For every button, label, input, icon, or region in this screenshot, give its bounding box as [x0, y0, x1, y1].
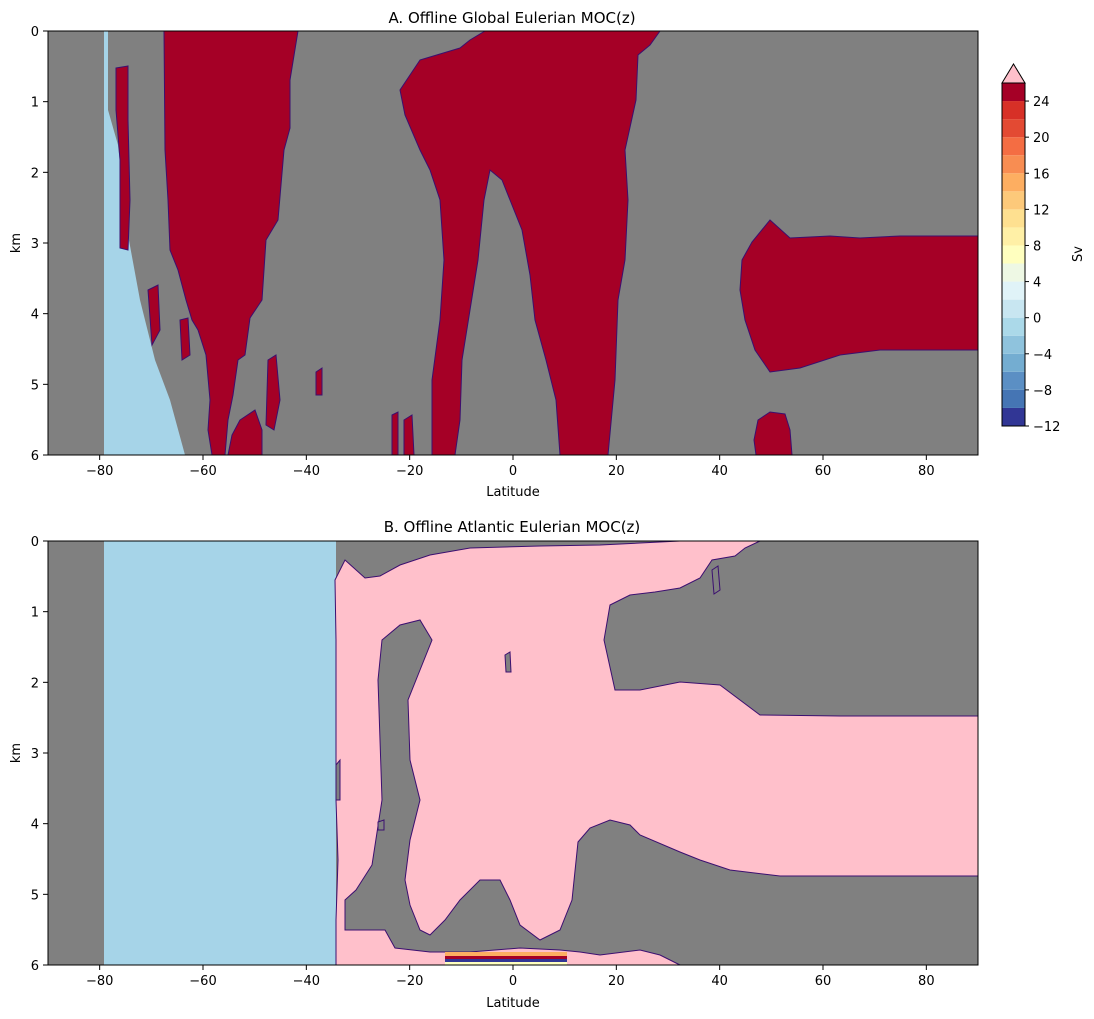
panel-b-x-tick-label: 20	[608, 974, 625, 989]
panel-b-title: B. Offline Atlantic Eulerian MOC(z)	[384, 518, 641, 536]
panel-a-axes: −80 −60 −40 −20 0 20 40 60 80 0 1 2 3 4 5 6	[31, 25, 935, 479]
colorbar-tick-label: 16	[1033, 167, 1050, 182]
colorbar-segment	[1002, 101, 1025, 120]
panel-b-y-tick-label: 5	[31, 888, 39, 903]
panel-b-island-3	[377, 819, 385, 831]
colorbar-tick-label: 8	[1033, 239, 1041, 254]
panel-a-x-tick-label: 60	[815, 464, 832, 479]
colorbar-segment	[1002, 155, 1025, 174]
panel-b-bottom-strip	[445, 952, 567, 965]
panel-a-cell-deep-5	[147, 284, 161, 347]
colorbar-segment	[1002, 317, 1025, 336]
colorbar-frame	[1001, 82, 1026, 427]
panel-a-title: A. Offline Global Eulerian MOC(z)	[388, 9, 635, 27]
panel-a-x-tick-label: 80	[918, 464, 935, 479]
panel-a-cell-deep-4	[403, 414, 415, 456]
panel-b-y-tick-label: 3	[31, 747, 39, 762]
colorbar-tick-label: 12	[1033, 203, 1050, 218]
colorbar-tick-label: 0	[1033, 312, 1041, 327]
panel-a-cell-deep-6	[315, 367, 323, 396]
panel-b-y-tick-label: 4	[31, 818, 39, 833]
colorbar-segment	[1002, 83, 1025, 102]
panel-a-cell-antarctic	[115, 65, 131, 251]
panel-b-x-tick-label: −20	[396, 974, 423, 989]
panel-a-xlabel: Latitude	[486, 485, 540, 500]
colorbar-tick-label: −8	[1033, 384, 1052, 399]
panel-a-cell-deep-2	[265, 354, 281, 431]
colorbar-segment	[1002, 353, 1025, 372]
panel-a-y-tick-label: 1	[31, 96, 39, 111]
panel-a-x-tick-label: −80	[86, 464, 113, 479]
panel-a-negative-region	[104, 31, 185, 455]
panel-b-y-tick-label: 1	[31, 606, 39, 621]
panel-a-x-tick-label: 20	[608, 464, 625, 479]
panel-b-xlabel: Latitude	[486, 996, 540, 1011]
panel-b-plot-area: −80 −60 −40 −20 0 20 40 60 80 0 1 2 3 4 5 6	[31, 535, 979, 989]
panel-b-negative-region	[104, 541, 336, 965]
panel-b-x-tick-label: 0	[509, 974, 517, 989]
panel-a-y-tick-label: 3	[31, 237, 39, 252]
colorbar-segment	[1002, 407, 1025, 426]
panel-b-island-2	[335, 758, 341, 801]
colorbar-tick-label: 24	[1033, 95, 1050, 110]
colorbar-tick-label: 20	[1033, 131, 1050, 146]
colorbar-segment	[1002, 389, 1025, 408]
colorbar-label: Sv	[1071, 246, 1086, 262]
panel-a-x-tick-label: 40	[711, 464, 728, 479]
panel-a-cell-equator	[399, 30, 661, 456]
panel-a-x-tick-label: 0	[509, 464, 517, 479]
panel-b-ylabel: km	[9, 743, 24, 763]
panel-a-cell-deep-7	[179, 317, 191, 361]
colorbar-extend-arrow	[1001, 63, 1026, 84]
colorbar-segment	[1002, 245, 1025, 264]
panel-a-y-tick-label: 6	[31, 449, 39, 464]
colorbar-segment	[1002, 209, 1025, 228]
colorbar: −12 −8 −4 0 4 8 12 16 20 24	[1001, 63, 1060, 435]
colorbar-segment	[1002, 137, 1025, 156]
panel-a-cell-deep-3	[391, 411, 399, 456]
panel-b-x-tick-label: 80	[918, 974, 935, 989]
panel-b-x-tick-label: −40	[293, 974, 320, 989]
colorbar-segment	[1002, 119, 1025, 138]
panel-b-axes: −80 −60 −40 −20 0 20 40 60 80 0 1 2 3 4 5 6	[31, 535, 935, 989]
panel-a-x-tick-label: −60	[189, 464, 216, 479]
panel-a-cell-south	[163, 30, 299, 456]
panel-b: B. Offline Atlantic Eulerian MOC(z) −80−…	[9, 518, 979, 1011]
panel-b-y-tick-label: 0	[31, 535, 39, 550]
colorbar-segment	[1002, 173, 1025, 192]
panel-b-x-tick-label: 40	[711, 974, 728, 989]
colorbar-tick-label: −4	[1033, 348, 1052, 363]
colorbar-segment	[1002, 299, 1025, 318]
panel-a-plot-area: −80 −60 −40 −20 0 20 40 60 80 0 1 2 3 4 5 6	[31, 25, 979, 479]
panel-b-x-tick-label: −60	[189, 974, 216, 989]
panel-b-island-1	[504, 651, 512, 673]
panel-a-y-tick-label: 5	[31, 378, 39, 393]
panel-b-y-tick-label: 2	[31, 676, 39, 691]
panel-b-y-tick-label: 6	[31, 959, 39, 974]
panel-a: A. Offline Global Eulerian MOC(z)	[9, 9, 979, 500]
panel-a-y-tick-label: 0	[31, 25, 39, 40]
panel-b-x-tick-label: −80	[86, 974, 113, 989]
panel-a-x-tick-label: −40	[293, 464, 320, 479]
panel-b-x-tick-label: 60	[815, 974, 832, 989]
colorbar-segment	[1002, 263, 1025, 282]
panel-b-island-4	[711, 565, 721, 595]
colorbar-tick-label: −12	[1033, 420, 1060, 435]
panel-a-y-tick-label: 2	[31, 166, 39, 181]
panel-a-y-tick-label: 4	[31, 308, 39, 323]
colorbar-segment	[1002, 227, 1025, 246]
panel-b-over-range-region	[334, 540, 979, 966]
colorbar-segment	[1002, 281, 1025, 300]
panel-a-cell-north	[739, 219, 979, 373]
panel-a-cell-north-bottom	[753, 411, 793, 456]
panel-a-x-tick-label: −20	[396, 464, 423, 479]
colorbar-tick-label: 4	[1033, 276, 1041, 291]
colorbar-segment	[1002, 335, 1025, 354]
colorbar-segment	[1002, 191, 1025, 210]
panel-a-ylabel: km	[9, 233, 24, 253]
colorbar-segment	[1002, 371, 1025, 390]
